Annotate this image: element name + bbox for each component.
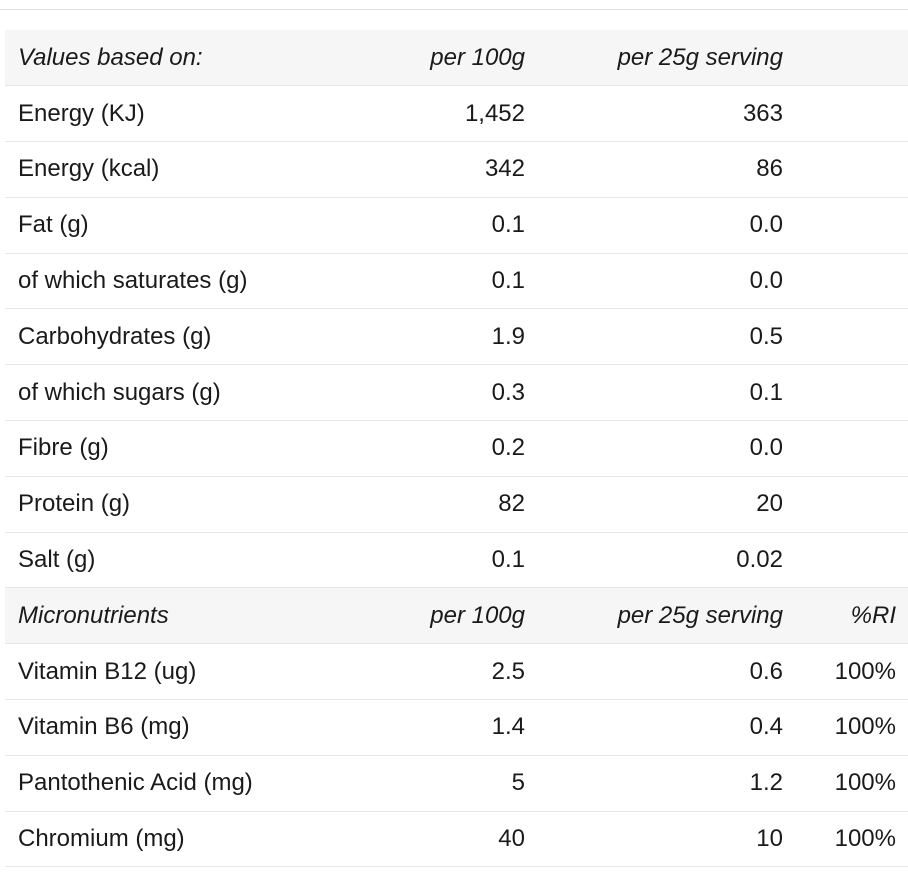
table-row: Fibre (g) 0.2 0.0 (5, 420, 908, 477)
nutrient-per-serving: 0.0 (525, 197, 783, 254)
nutrient-ri (783, 253, 908, 310)
micronutrient-per-serving: 0.6 (525, 643, 783, 701)
per-serving-header: per 25g serving (525, 30, 783, 87)
table-row: Chromium (mg) 40 10 100% (5, 811, 908, 868)
table-row: of which saturates (g) 0.1 0.0 (5, 253, 908, 310)
table-row: Energy (kcal) 342 86 (5, 141, 908, 198)
micronutrient-ri: 100% (783, 755, 908, 812)
nutrient-ri (783, 197, 908, 254)
nutrient-per-100g: 1.9 (370, 308, 525, 366)
micronutrient-ri: 100% (783, 699, 908, 756)
nutrient-per-100g: 0.1 (370, 532, 525, 589)
nutrient-per-serving: 0.0 (525, 253, 783, 310)
nutrient-per-serving: 363 (525, 85, 783, 143)
micronutrient-name: Vitamin B6 (mg) (5, 699, 370, 756)
micronutrient-per-100g: 1.4 (370, 699, 525, 756)
micronutrient-per-serving: 1.2 (525, 755, 783, 812)
nutrient-per-serving: 0.1 (525, 364, 783, 422)
micronutrient-per-serving: 0.4 (525, 699, 783, 756)
nutrient-per-serving: 20 (525, 476, 783, 533)
nutrient-per-100g: 0.1 (370, 197, 525, 254)
table-row: Vitamin B6 (mg) 1.4 0.4 100% (5, 699, 908, 756)
nutrient-name: Energy (KJ) (5, 85, 370, 143)
nutrient-ri (783, 141, 908, 198)
values-based-on-label: Values based on: (5, 30, 370, 87)
micronutrients-header-row: Micronutrients per 100g per 25g serving … (5, 587, 908, 645)
micro-per-100g-header: per 100g (370, 587, 525, 645)
micronutrient-per-serving: 10 (525, 811, 783, 868)
micronutrient-per-100g: 2.5 (370, 643, 525, 701)
micro-ri-header: %RI (783, 587, 908, 645)
nutrient-per-100g: 82 (370, 476, 525, 533)
micronutrient-per-100g: 5 (370, 755, 525, 812)
nutrient-name: of which saturates (g) (5, 253, 370, 310)
table-row: Pantothenic Acid (mg) 5 1.2 100% (5, 755, 908, 812)
table-row: Energy (KJ) 1,452 363 (5, 85, 908, 143)
nutrient-ri (783, 476, 908, 533)
nutrient-ri (783, 364, 908, 422)
nutrient-ri (783, 532, 908, 589)
table-row: Fat (g) 0.1 0.0 (5, 197, 908, 254)
micronutrient-per-100g: 40 (370, 811, 525, 868)
table-row: Protein (g) 82 20 (5, 476, 908, 533)
nutrient-ri (783, 420, 908, 477)
nutrient-per-100g: 0.1 (370, 253, 525, 310)
nutrition-table-body: Values based on: per 100g per 25g servin… (5, 30, 908, 868)
table-header-row: Values based on: per 100g per 25g servin… (5, 30, 908, 87)
table-row: Vitamin B12 (ug) 2.5 0.6 100% (5, 643, 908, 701)
nutrient-per-serving: 86 (525, 141, 783, 198)
micronutrient-ri: 100% (783, 643, 908, 701)
nutrient-per-100g: 1,452 (370, 85, 525, 143)
nutrient-name: Energy (kcal) (5, 141, 370, 198)
nutrient-name: Salt (g) (5, 532, 370, 589)
nutrient-per-100g: 0.2 (370, 420, 525, 477)
micronutrient-name: Pantothenic Acid (mg) (5, 755, 370, 812)
nutrient-ri (783, 308, 908, 366)
nutrient-name: Fibre (g) (5, 420, 370, 477)
micronutrient-ri: 100% (783, 811, 908, 868)
top-divider (0, 9, 908, 10)
table-row: Carbohydrates (g) 1.9 0.5 (5, 308, 908, 366)
nutrition-table: Values based on: per 100g per 25g servin… (5, 30, 908, 868)
nutrient-name: Carbohydrates (g) (5, 308, 370, 366)
micronutrients-label: Micronutrients (5, 587, 370, 645)
per-100g-header: per 100g (370, 30, 525, 87)
micronutrient-name: Vitamin B12 (ug) (5, 643, 370, 701)
nutrient-per-serving: 0.02 (525, 532, 783, 589)
nutrient-per-100g: 0.3 (370, 364, 525, 422)
table-row: Salt (g) 0.1 0.02 (5, 532, 908, 589)
ri-header (783, 30, 908, 87)
nutrient-name: Fat (g) (5, 197, 370, 254)
nutrient-ri (783, 85, 908, 143)
nutrient-per-serving: 0.0 (525, 420, 783, 477)
nutrient-name: of which sugars (g) (5, 364, 370, 422)
micro-per-serving-header: per 25g serving (525, 587, 783, 645)
nutrient-name: Protein (g) (5, 476, 370, 533)
table-row: of which sugars (g) 0.3 0.1 (5, 364, 908, 422)
nutrient-per-serving: 0.5 (525, 308, 783, 366)
nutrient-per-100g: 342 (370, 141, 525, 198)
micronutrient-name: Chromium (mg) (5, 811, 370, 868)
